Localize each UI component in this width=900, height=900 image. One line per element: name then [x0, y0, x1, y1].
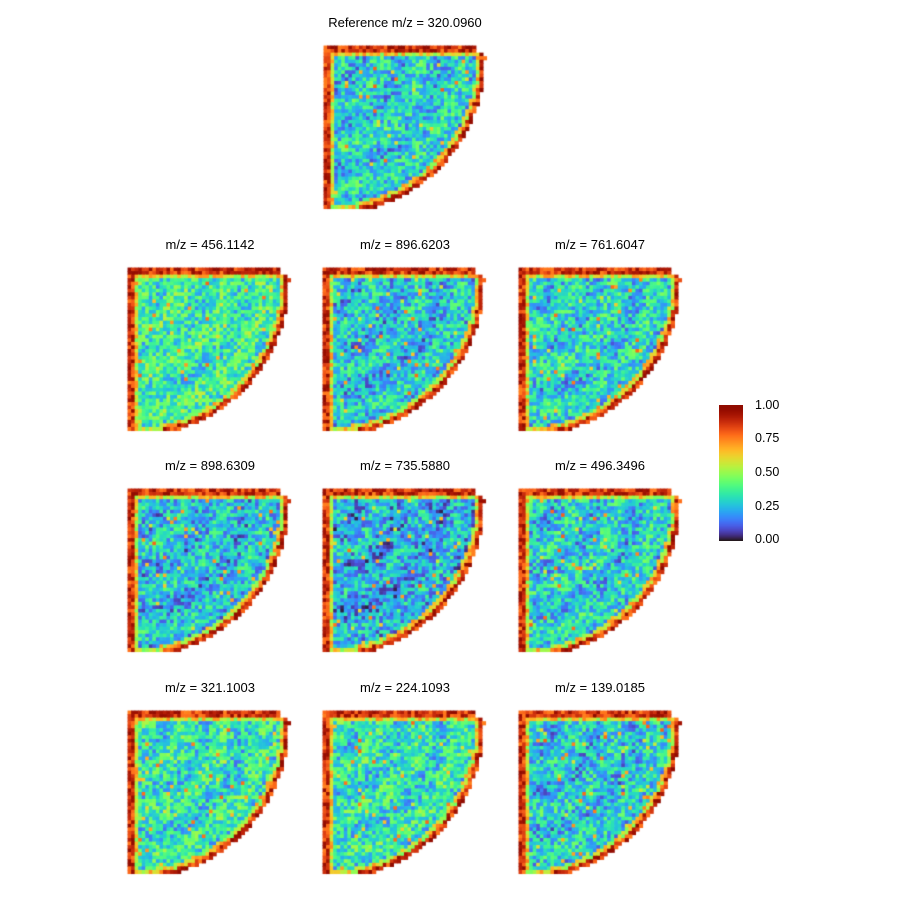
panel-title-r3c3: m/z = 139.0185 — [555, 680, 645, 695]
colorbar — [719, 405, 743, 541]
panel-title-r3c1: m/z = 321.1003 — [165, 680, 255, 695]
panel-title-r2c3: m/z = 496.3496 — [555, 458, 645, 473]
heatmap-r3c2 — [319, 707, 489, 877]
heatmap-reference — [320, 42, 490, 212]
heatmap-r3c1 — [124, 707, 294, 877]
heatmap-r2c1 — [124, 485, 294, 655]
heatmap-r3c3 — [515, 707, 685, 877]
panel-title-r1c3: m/z = 761.6047 — [555, 237, 645, 252]
panel-title-reference: Reference m/z = 320.0960 — [328, 15, 482, 30]
heatmap-r1c1 — [124, 264, 294, 434]
panel-title-r1c1: m/z = 456.1142 — [165, 237, 255, 252]
heatmap-r1c3 — [515, 264, 685, 434]
panel-title-r2c2: m/z = 735.5880 — [360, 458, 450, 473]
panel-title-r1c2: m/z = 896.6203 — [360, 237, 450, 252]
colorbar-tick-label: 0.00 — [755, 532, 780, 546]
heatmap-r1c2 — [319, 264, 489, 434]
colorbar-tick-label: 0.25 — [755, 499, 780, 513]
heatmap-r2c2 — [319, 485, 489, 655]
colorbar-tick-label: 1.00 — [755, 398, 780, 412]
heatmap-r2c3 — [515, 485, 685, 655]
panel-title-r3c2: m/z = 224.1093 — [360, 680, 450, 695]
colorbar-tick-label: 0.50 — [755, 465, 780, 479]
panel-title-r2c1: m/z = 898.6309 — [165, 458, 255, 473]
colorbar-tick-label: 0.75 — [755, 431, 780, 445]
